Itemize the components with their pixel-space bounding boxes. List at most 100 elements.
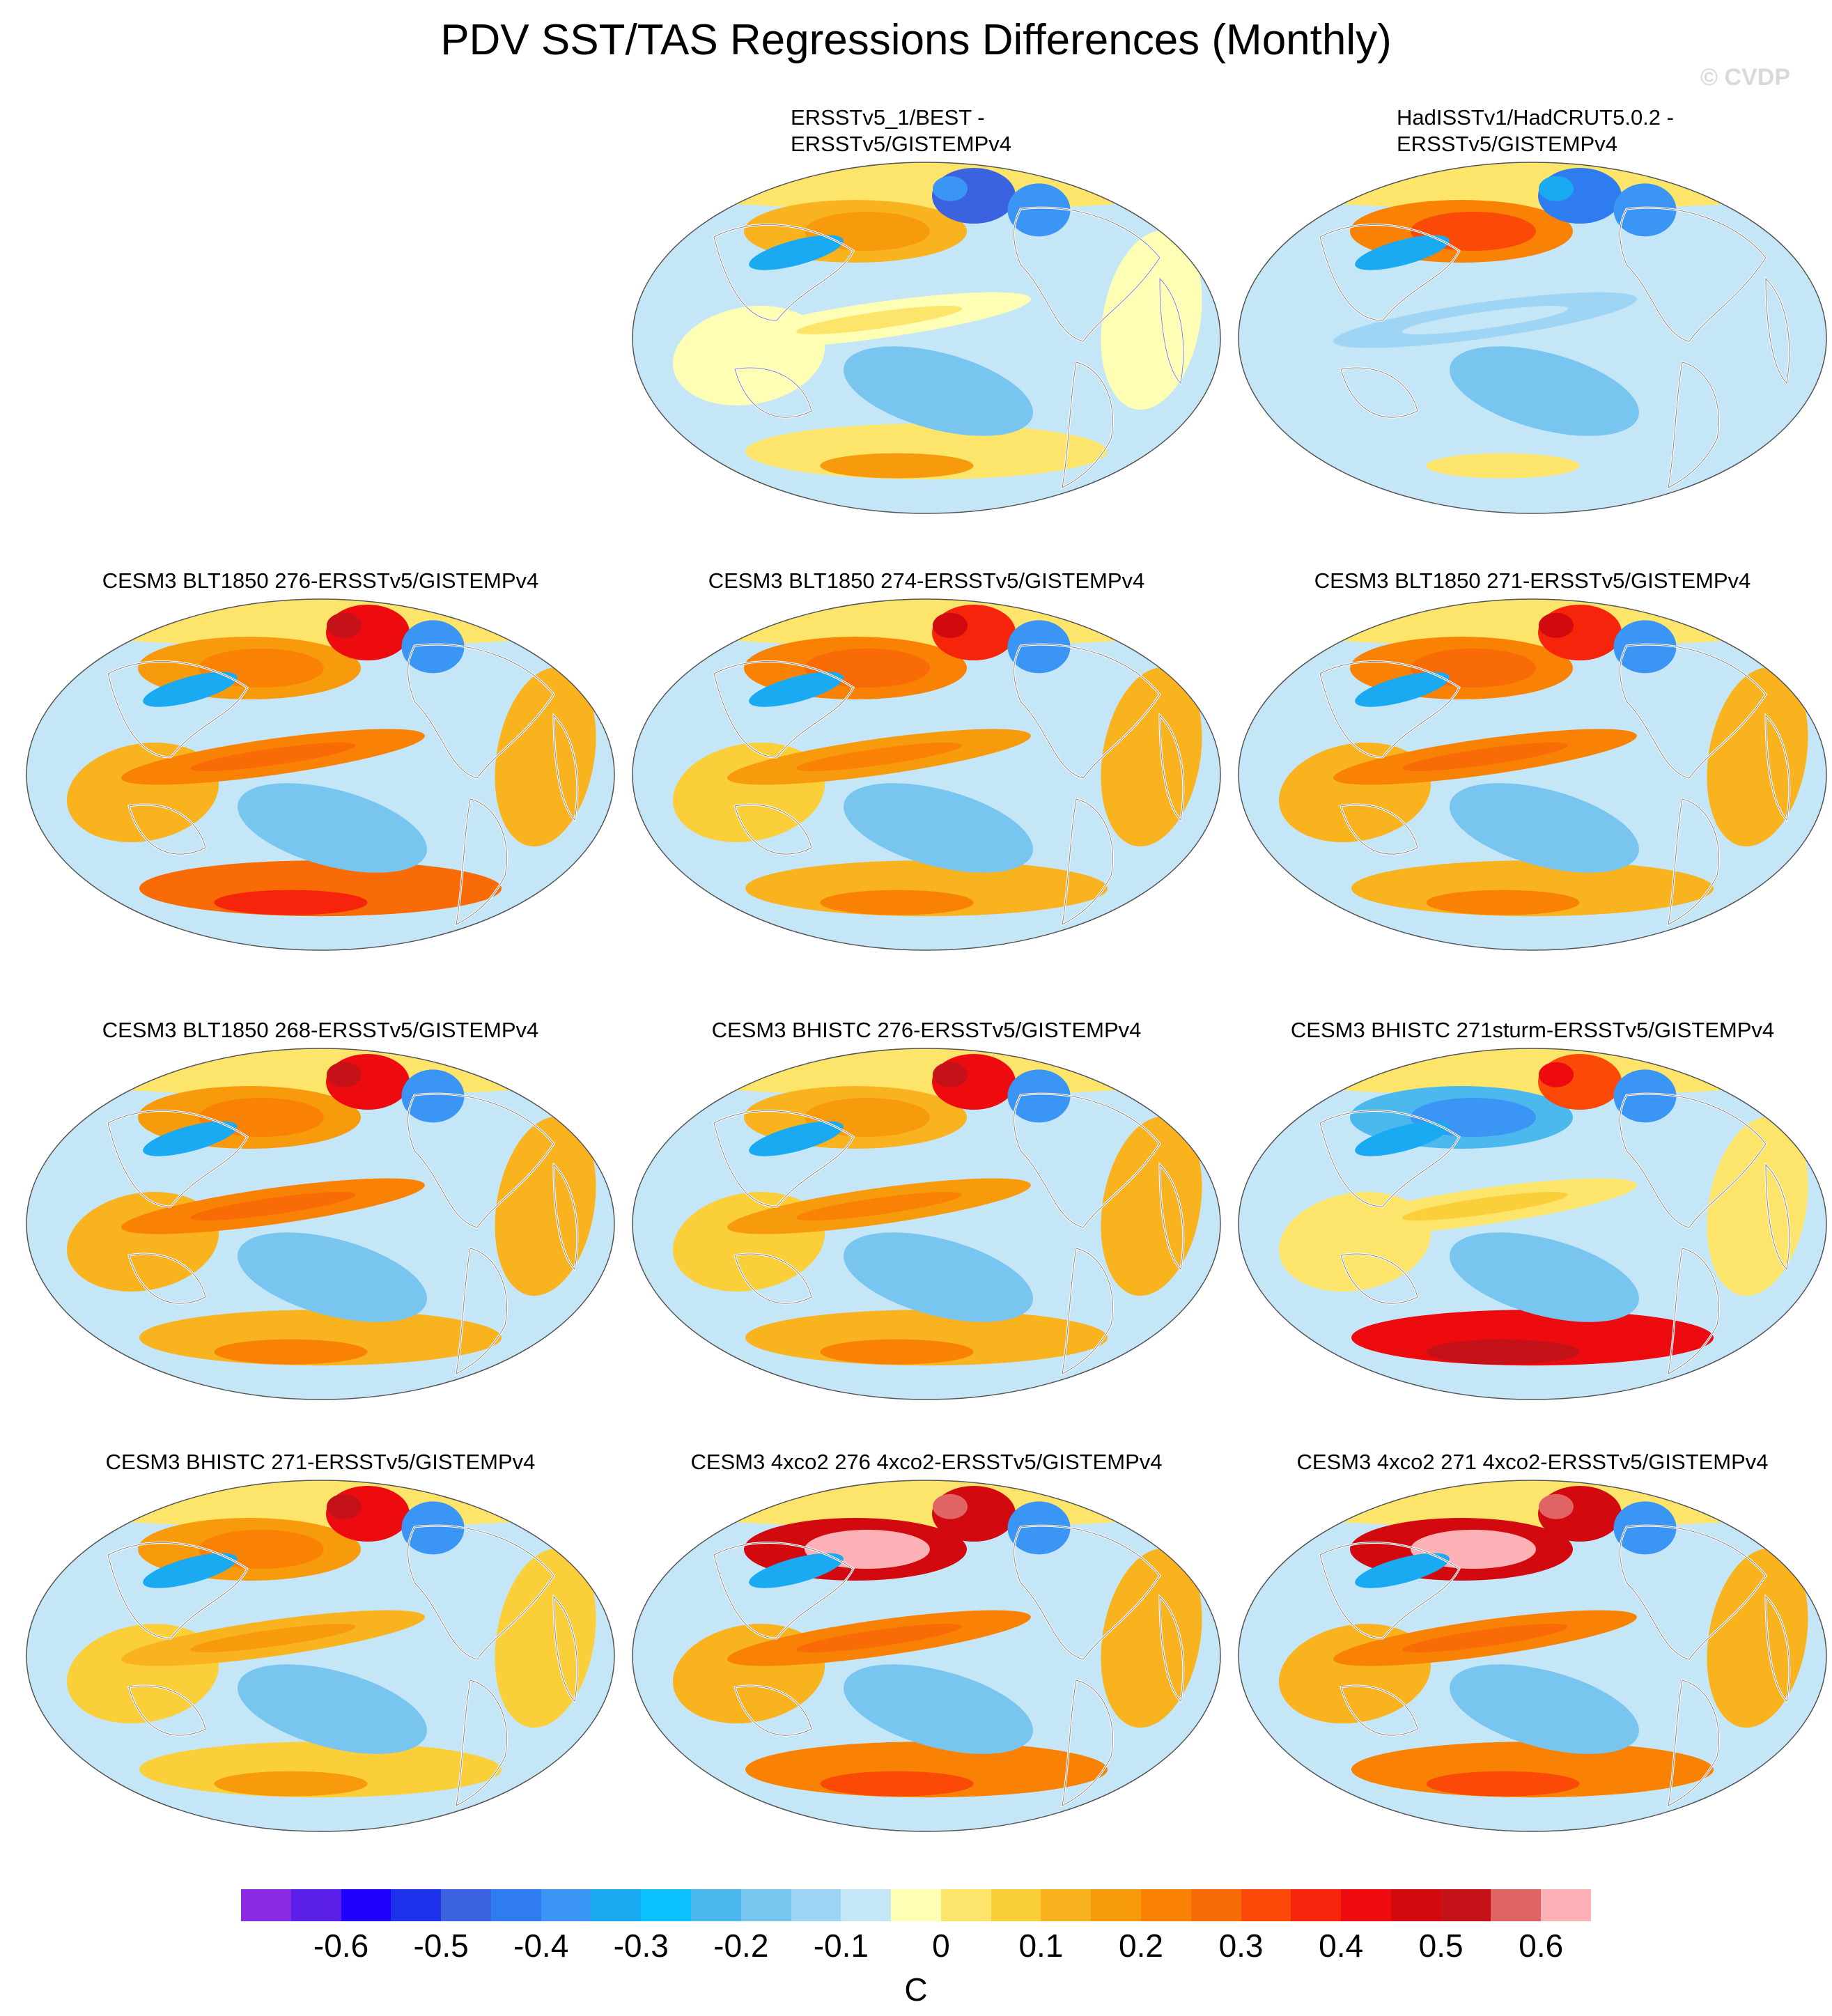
panel-title: CESM3 BHISTC 276-ERSSTv5/GISTEMPv4	[623, 1017, 1229, 1044]
field-patch-atlantic	[1101, 230, 1202, 410]
colorbar-tick-label: 0.3	[1218, 1928, 1264, 1964]
field-patch-tropical-core	[796, 1624, 962, 1652]
panel-title: CESM3 BLT1850 276-ERSSTv5/GISTEMPv4	[17, 568, 623, 594]
field-patch-south-pacific	[238, 1232, 427, 1322]
field-patch-arctic-core	[1539, 176, 1574, 201]
field-patch-kuroshio	[749, 1553, 844, 1588]
field-patch-arctic-core	[1539, 612, 1574, 638]
field-patch-canada	[1613, 620, 1677, 674]
panel-title-line: CESM3 BLT1850 271-ERSSTv5/GISTEMPv4	[1314, 568, 1751, 593]
field-patch-north	[1239, 1480, 1826, 1528]
colorbar-segment	[991, 1889, 1041, 1921]
panel-title: CESM3 BHISTC 271-ERSSTv5/GISTEMPv4	[17, 1449, 623, 1475]
field-patch-arctic-core	[327, 612, 362, 638]
field-patch-north	[1239, 599, 1826, 646]
colorbar-tick-label: -0.1	[813, 1928, 869, 1964]
panel-title-line: ERSSTv5_1/BEST -	[791, 105, 985, 130]
panel-title: HadISSTv1/HadCRUT5.0.2 - ERSSTv5/GISTEMPv…	[1397, 104, 1832, 157]
coastline-outline	[1014, 207, 1160, 342]
coastline-outline	[713, 1542, 854, 1639]
field-patch-southern-core	[214, 890, 368, 915]
coastline-outline	[713, 661, 854, 758]
field-patch-atlantic	[495, 1548, 596, 1728]
map-svg	[26, 598, 615, 951]
field-patch-arctic-core	[933, 612, 968, 638]
field-patch-southern-core	[820, 890, 974, 915]
field-patch-kuroshio	[749, 672, 844, 707]
field-patch-southern-core	[820, 453, 974, 479]
field-patch-kuroshio	[749, 1121, 844, 1156]
map-border	[1238, 598, 1827, 951]
coastline-outline	[1062, 798, 1114, 925]
panel-title-line: CESM3 4xco2 276 4xco2-ERSSTv5/GISTEMPv4	[690, 1450, 1163, 1474]
watermark: © CVDP	[1700, 64, 1790, 91]
field-patch-atlantic	[495, 1116, 596, 1296]
map-svg	[632, 162, 1221, 514]
coastline-outline	[1014, 1525, 1160, 1660]
panel-title-line: ERSSTv5/GISTEMPv4	[791, 132, 1011, 156]
coastline-outline	[128, 804, 206, 855]
coastline-outline	[456, 798, 508, 925]
coastline-outline	[1620, 644, 1767, 779]
field-patch-kuroshio	[143, 672, 238, 707]
coastline-outline	[128, 1253, 206, 1304]
map-svg	[1238, 162, 1827, 514]
field-patch-canada	[1007, 1069, 1071, 1123]
colorbar-segment	[791, 1889, 841, 1921]
colorbar-segment	[1190, 1889, 1242, 1921]
coastline-outline	[713, 1110, 854, 1207]
colorbar-segment	[940, 1889, 992, 1921]
colorbar-tick-label: -0.5	[413, 1928, 469, 1964]
field-patch-north	[26, 1480, 614, 1528]
field-patch-canada	[1007, 620, 1071, 674]
coastline-outline	[1062, 1680, 1114, 1806]
field-patch-canada	[401, 1501, 465, 1555]
field-patch-canada	[1007, 1501, 1071, 1555]
map-svg	[632, 1048, 1221, 1400]
map-panel: ERSSTv5_1/BEST - ERSSTv5/GISTEMPv4	[623, 104, 1229, 536]
colorbar-segment	[1091, 1889, 1142, 1921]
coastline-outline	[1062, 362, 1114, 488]
colorbar-segment	[341, 1889, 391, 1921]
map-svg	[26, 1480, 615, 1832]
coastline-outline	[553, 1595, 578, 1703]
map-border	[1238, 162, 1827, 514]
coastline-outline	[1062, 1248, 1114, 1374]
coastline-outline	[1620, 1093, 1767, 1228]
field-patch-north	[632, 1048, 1220, 1096]
coastline-outline	[1014, 1093, 1160, 1228]
coastline-outline	[128, 1685, 206, 1736]
map-border	[632, 162, 1221, 514]
field-patch-arctic-core	[327, 1494, 362, 1519]
map-svg	[1238, 598, 1827, 951]
colorbar-tick-label: 0.6	[1519, 1928, 1564, 1964]
panel-title: ERSSTv5_1/BEST - ERSSTv5/GISTEMPv4	[791, 104, 1397, 157]
map-svg	[632, 1480, 1221, 1832]
coastline-outline	[456, 1680, 508, 1806]
chart-title: PDV SST/TAS Regressions Differences (Mon…	[440, 16, 1392, 64]
colorbar-segment	[290, 1889, 342, 1921]
coastline-outline	[1620, 207, 1767, 342]
field-patch-north	[26, 599, 614, 646]
panel-title-line: CESM3 BLT1850 274-ERSSTv5/GISTEMPv4	[708, 568, 1145, 593]
map-svg	[26, 1048, 615, 1400]
field-patch-south-pacific	[844, 1664, 1033, 1754]
field-patch-south-pacific	[1450, 1664, 1639, 1754]
field-patch-tropical-core	[796, 743, 962, 771]
panel-title-line: CESM3 4xco2 271 4xco2-ERSSTv5/GISTEMPv4	[1296, 1450, 1769, 1474]
colorbar-segment	[1241, 1889, 1291, 1921]
field-patch-north	[632, 162, 1220, 210]
colorbar-segment	[441, 1889, 492, 1921]
coastline-outline	[1159, 277, 1184, 385]
panel-title-line: HadISSTv1/HadCRUT5.0.2 -	[1397, 105, 1674, 130]
field-patch-kuroshio	[1355, 672, 1450, 707]
field-patch-canada	[1007, 183, 1071, 237]
coastline-outline	[1159, 1163, 1184, 1271]
field-patch-southern-core	[1426, 1339, 1580, 1365]
colorbar-tick-label: -0.2	[713, 1928, 769, 1964]
field-patch-arctic-core	[933, 1494, 968, 1519]
panel-title: CESM3 BLT1850 268-ERSSTv5/GISTEMPv4	[17, 1017, 623, 1044]
coastline-outline	[1620, 1525, 1767, 1660]
map-panel: CESM3 4xco2 276 4xco2-ERSSTv5/GISTEMPv4	[623, 1449, 1229, 1881]
colorbar-segment	[1141, 1889, 1192, 1921]
